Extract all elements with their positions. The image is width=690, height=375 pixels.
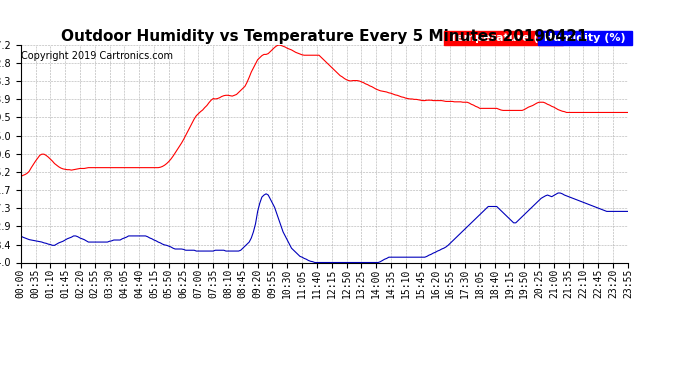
Text: Copyright 2019 Cartronics.com: Copyright 2019 Cartronics.com [21,51,172,61]
Text: Humidity (%): Humidity (%) [540,33,629,43]
Text: Temperature (°F): Temperature (°F) [446,33,560,43]
Title: Outdoor Humidity vs Temperature Every 5 Minutes 20190421: Outdoor Humidity vs Temperature Every 5 … [61,29,588,44]
